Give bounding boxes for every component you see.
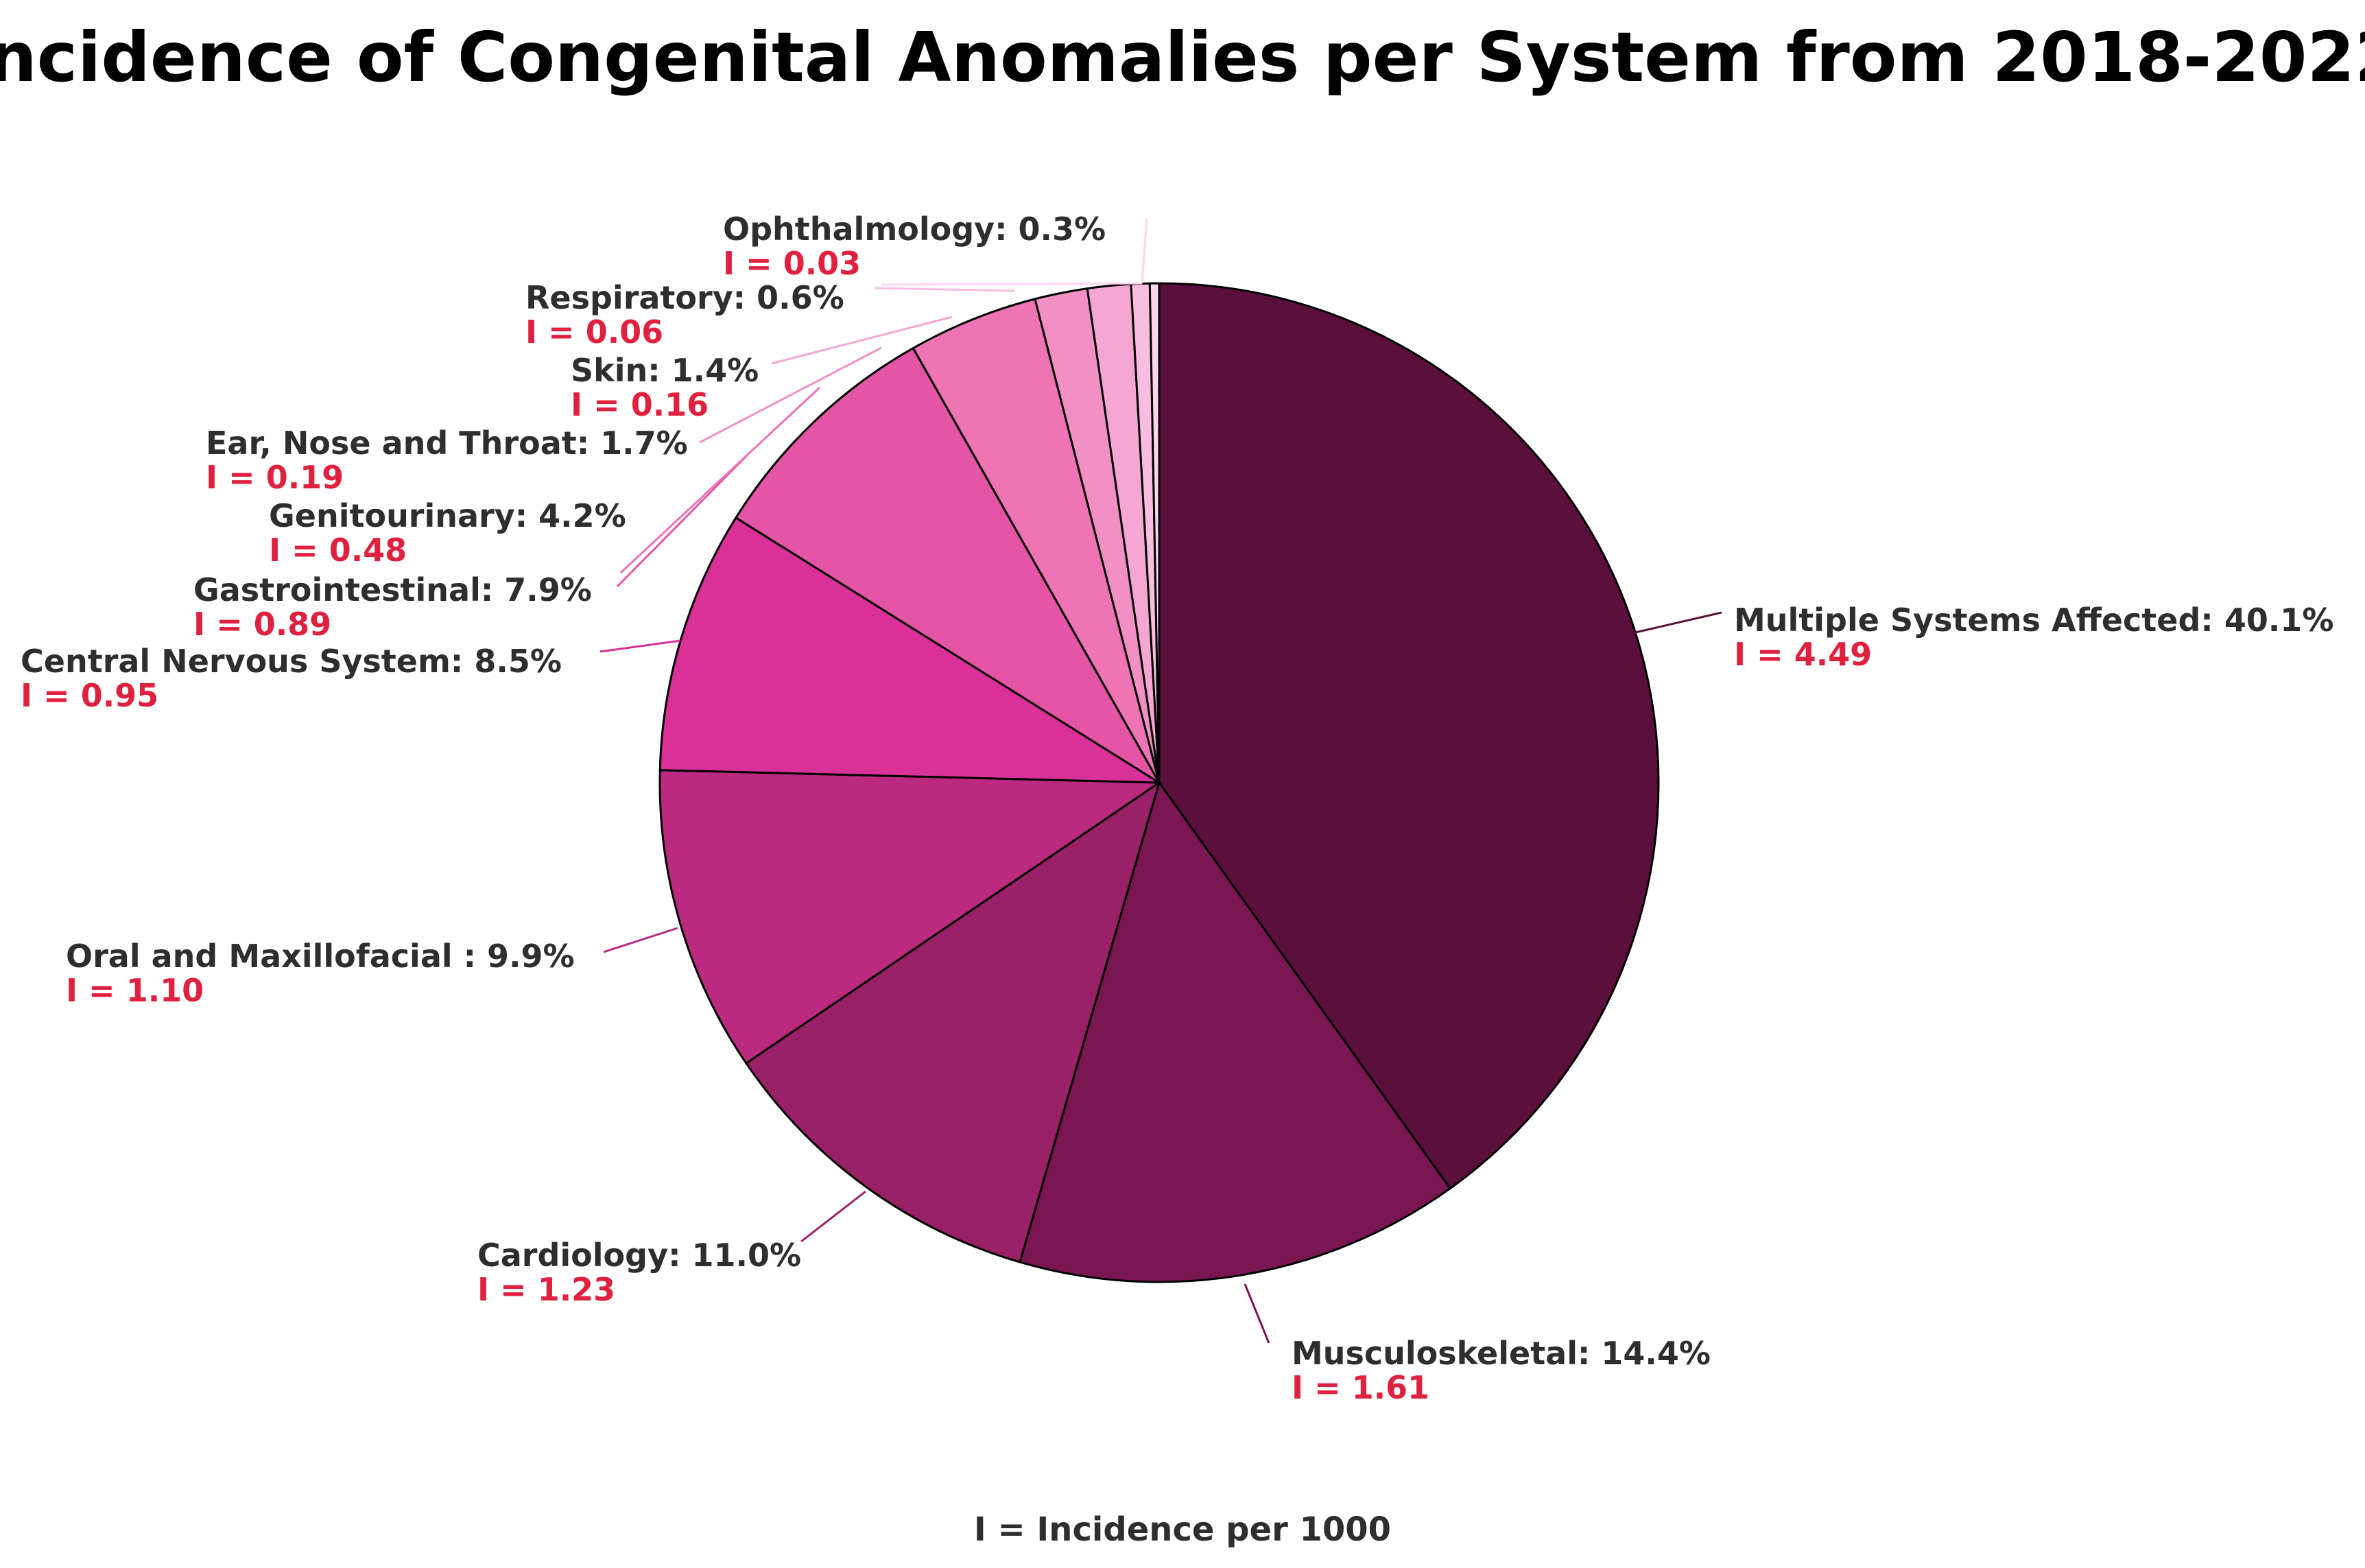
pie-slice-4 [658, 516, 1161, 784]
slice-incidence-8: I = 0.16 [571, 386, 709, 423]
slice-label-4: Central Nervous System: 8.5% [21, 643, 562, 680]
slice-label-0: Multiple Systems Affected: 40.1% [1734, 602, 2333, 639]
pie-slice-1 [1019, 781, 1451, 1283]
leader-line-0 [1632, 611, 1722, 634]
leader-line-10-b [1141, 217, 1148, 284]
slice-label-8: Skin: 1.4% [571, 352, 759, 389]
slice-incidence-3: I = 1.10 [66, 972, 204, 1009]
slice-label-3: Oral and Maxillofacial : 9.9% [66, 938, 575, 975]
leader-line-5 [616, 453, 749, 588]
slice-label-10: Ophthalmology: 0.3% [723, 211, 1106, 248]
leader-line-3 [603, 927, 678, 953]
pie-slice-5 [735, 347, 1161, 784]
pie-slice-2 [745, 781, 1161, 1263]
leader-line-1 [1244, 1283, 1270, 1344]
pie-slice-0 [1158, 282, 1660, 1190]
slice-incidence-1: I = 1.61 [1292, 1369, 1429, 1406]
pie-slice-3 [658, 769, 1161, 1065]
pie-slices [658, 282, 1660, 1283]
slice-label-6: Genitourinary: 4.2% [269, 497, 626, 534]
pie-slice-10 [1148, 282, 1161, 784]
slice-incidence-2: I = 1.23 [477, 1271, 615, 1308]
leader-line-9 [874, 287, 1016, 292]
slice-incidence-7: I = 0.19 [206, 459, 344, 496]
slice-incidence-10: I = 0.03 [723, 245, 861, 282]
slice-labels: Multiple Systems Affected: 40.1%I = 4.49… [21, 211, 2333, 1406]
slice-label-2: Cardiology: 11.0% [477, 1237, 801, 1274]
slice-label-7: Ear, Nose and Throat: 1.7% [206, 425, 688, 462]
leader-line-6 [619, 386, 821, 574]
leader-line-2 [800, 1190, 866, 1243]
leader-line-4 [599, 639, 681, 653]
leader-line-7 [699, 346, 882, 444]
chart-footnote: I = Incidence per 1000 [974, 1510, 1391, 1549]
slice-label-9: Respiratory: 0.6% [525, 279, 844, 316]
slice-incidence-0: I = 4.49 [1734, 636, 1872, 673]
pie-slice-6 [912, 298, 1161, 784]
leader-lines [599, 217, 1722, 1344]
slice-incidence-6: I = 0.48 [269, 532, 407, 569]
leader-line-10 [881, 282, 1143, 286]
slice-label-5: Gastrointestinal: 7.9% [193, 571, 592, 608]
slice-incidence-4: I = 0.95 [21, 677, 158, 714]
slice-incidence-9: I = 0.06 [525, 313, 663, 351]
leader-line-8 [771, 316, 953, 365]
slice-label-1: Musculoskeletal: 14.4% [1292, 1335, 1711, 1372]
chart-title: Incidence of Congenital Anomalies per Sy… [0, 17, 2365, 97]
slice-incidence-5: I = 0.89 [193, 606, 331, 643]
